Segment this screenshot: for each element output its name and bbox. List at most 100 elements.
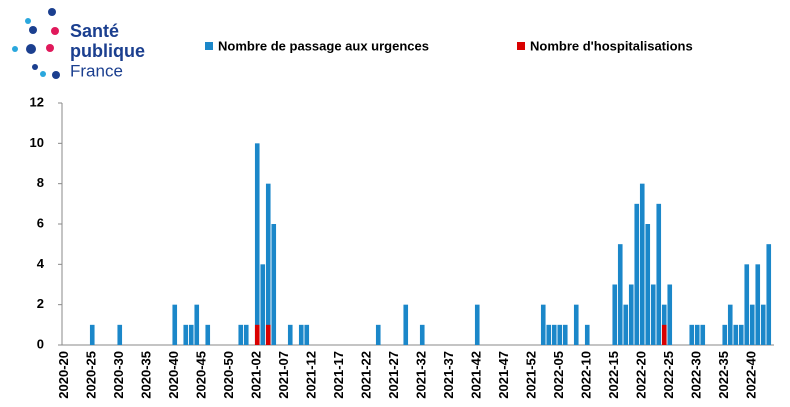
bar xyxy=(562,324,568,345)
bar xyxy=(557,324,563,345)
logo-dot xyxy=(40,71,46,77)
bar xyxy=(89,324,95,345)
bar xyxy=(419,324,425,345)
y-tick-label: 10 xyxy=(30,135,44,150)
bar xyxy=(661,304,667,345)
logo-text: France xyxy=(70,61,123,80)
bar xyxy=(689,324,695,345)
bar xyxy=(265,183,271,345)
y-tick-label: 6 xyxy=(37,215,44,230)
x-tick-label: 2022-10 xyxy=(579,351,594,399)
y-tick-label: 0 xyxy=(37,336,44,351)
logo-dot xyxy=(51,27,59,35)
y-tick-label: 4 xyxy=(37,256,45,271)
y-tick-label: 8 xyxy=(37,175,44,190)
bar xyxy=(694,324,700,345)
x-tick-label: 2021-07 xyxy=(276,351,291,399)
logo-dot xyxy=(25,18,31,24)
logo-dot xyxy=(48,8,56,16)
bar xyxy=(755,264,761,345)
bar xyxy=(760,304,766,345)
bar xyxy=(617,244,623,345)
bar xyxy=(661,324,667,345)
x-tick-label: 2021-27 xyxy=(386,351,401,399)
logo-dot xyxy=(29,26,37,34)
x-tick-label: 2021-02 xyxy=(249,351,264,399)
bar xyxy=(634,203,640,345)
bar xyxy=(573,304,579,345)
bar xyxy=(551,324,557,345)
bar xyxy=(172,304,178,345)
x-tick-label: 2021-37 xyxy=(441,351,456,399)
logo-dot xyxy=(12,46,18,52)
bar xyxy=(766,244,772,345)
x-tick-label: 2021-32 xyxy=(414,351,429,399)
legend-label: Nombre d'hospitalisations xyxy=(530,38,693,53)
bar xyxy=(639,183,645,345)
bar xyxy=(403,304,409,345)
bar xyxy=(117,324,123,345)
x-tick-label: 2020-50 xyxy=(221,351,236,399)
x-tick-label: 2021-47 xyxy=(496,351,511,399)
y-tick-label: 2 xyxy=(37,296,44,311)
bar xyxy=(733,324,739,345)
bar xyxy=(546,324,552,345)
bar xyxy=(540,304,546,345)
x-tick-label: 2020-20 xyxy=(56,351,71,399)
x-tick-label: 2020-25 xyxy=(84,351,99,399)
legend-swatch xyxy=(205,42,213,50)
bar xyxy=(744,264,750,345)
x-tick-label: 2020-30 xyxy=(111,351,126,399)
x-tick-label: 2021-17 xyxy=(331,351,346,399)
bar xyxy=(260,264,266,345)
logo-text: Santé xyxy=(70,21,119,41)
bar xyxy=(265,324,271,345)
bar xyxy=(254,324,260,345)
bar xyxy=(271,224,277,345)
bar xyxy=(645,224,651,345)
bar xyxy=(194,304,200,345)
logo: Santé publique France xyxy=(12,8,145,80)
bar xyxy=(254,143,260,345)
x-tick-label: 2021-22 xyxy=(359,351,374,399)
x-tick-label: 2020-35 xyxy=(139,351,154,399)
x-tick-label: 2020-45 xyxy=(194,351,209,399)
x-tick-label: 2021-52 xyxy=(524,351,539,399)
bar xyxy=(612,284,618,345)
x-tick-label: 2020-40 xyxy=(166,351,181,399)
bar xyxy=(628,284,634,345)
x-tick-label: 2022-25 xyxy=(661,351,676,399)
bar xyxy=(243,324,249,345)
bar xyxy=(298,324,304,345)
x-tick-label: 2022-20 xyxy=(634,351,649,399)
bar xyxy=(656,203,662,345)
x-tick-label: 2022-40 xyxy=(744,351,759,399)
logo-dot xyxy=(32,64,38,70)
bar xyxy=(205,324,211,345)
x-tick-label: 2022-05 xyxy=(551,351,566,399)
bar xyxy=(749,304,755,345)
bar xyxy=(650,284,656,345)
bar xyxy=(667,284,673,345)
bar xyxy=(722,324,728,345)
logo-text: publique xyxy=(70,41,145,61)
bar xyxy=(183,324,189,345)
bar xyxy=(738,324,744,345)
bar xyxy=(727,304,733,345)
bar xyxy=(287,324,293,345)
legend-swatch xyxy=(517,42,525,50)
bar xyxy=(623,304,629,345)
bar xyxy=(584,324,590,345)
bar xyxy=(474,304,480,345)
x-tick-label: 2022-15 xyxy=(606,351,621,399)
y-tick-label: 12 xyxy=(30,94,44,109)
logo-dot xyxy=(26,44,36,54)
bar xyxy=(375,324,381,345)
x-tick-label: 2021-42 xyxy=(469,351,484,399)
legend-label: Nombre de passage aux urgences xyxy=(218,38,429,53)
bar xyxy=(238,324,244,345)
logo-dot xyxy=(52,71,60,79)
x-tick-label: 2022-30 xyxy=(689,351,704,399)
bar xyxy=(700,324,706,345)
